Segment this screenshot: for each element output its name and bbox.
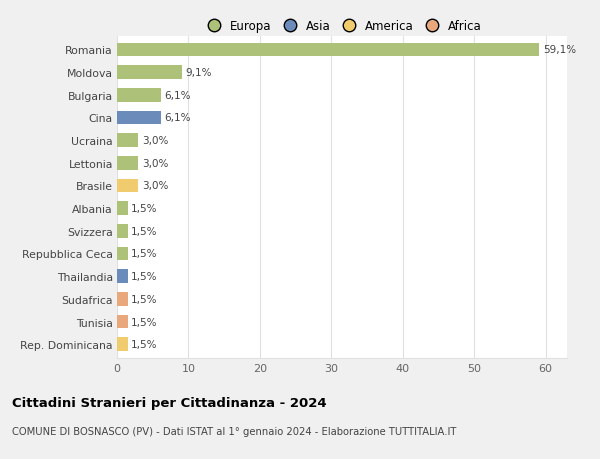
Text: 1,5%: 1,5%: [131, 317, 158, 327]
Legend: Europa, Asia, America, Africa: Europa, Asia, America, Africa: [198, 15, 486, 38]
Text: 1,5%: 1,5%: [131, 294, 158, 304]
Bar: [117, 292, 128, 306]
Bar: [117, 89, 161, 102]
Text: 1,5%: 1,5%: [131, 226, 158, 236]
Text: 3,0%: 3,0%: [142, 158, 169, 168]
Bar: [117, 315, 128, 329]
Bar: [117, 44, 539, 57]
Text: Cittadini Stranieri per Cittadinanza - 2024: Cittadini Stranieri per Cittadinanza - 2…: [12, 396, 326, 409]
Bar: [117, 270, 128, 283]
Text: 1,5%: 1,5%: [131, 249, 158, 259]
Text: 3,0%: 3,0%: [142, 181, 169, 191]
Bar: [117, 247, 128, 261]
Bar: [117, 66, 182, 80]
Text: 3,0%: 3,0%: [142, 136, 169, 146]
Text: 1,5%: 1,5%: [131, 340, 158, 349]
Text: COMUNE DI BOSNASCO (PV) - Dati ISTAT al 1° gennaio 2024 - Elaborazione TUTTITALI: COMUNE DI BOSNASCO (PV) - Dati ISTAT al …: [12, 426, 457, 436]
Text: 1,5%: 1,5%: [131, 204, 158, 214]
Bar: [117, 224, 128, 238]
Bar: [117, 157, 139, 170]
Bar: [117, 338, 128, 351]
Text: 59,1%: 59,1%: [543, 45, 576, 55]
Bar: [117, 202, 128, 215]
Bar: [117, 112, 161, 125]
Bar: [117, 134, 139, 148]
Text: 9,1%: 9,1%: [185, 68, 212, 78]
Text: 6,1%: 6,1%: [164, 90, 191, 101]
Bar: [117, 179, 139, 193]
Text: 6,1%: 6,1%: [164, 113, 191, 123]
Text: 1,5%: 1,5%: [131, 272, 158, 281]
